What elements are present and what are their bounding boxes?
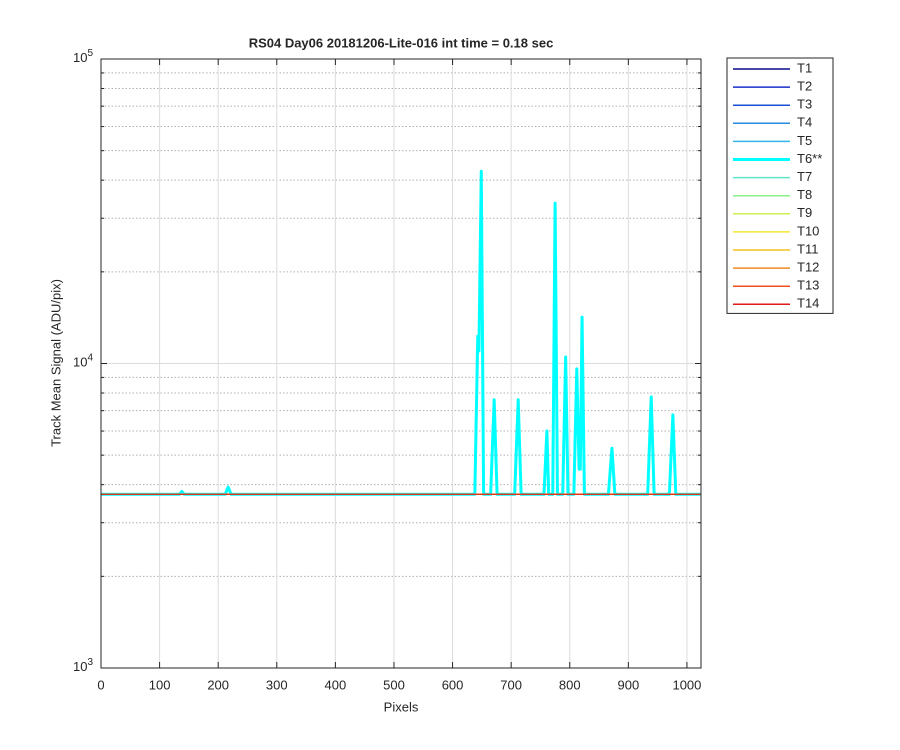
legend-label: T7 [797, 169, 812, 184]
y-tick-exponent: 3 [87, 657, 93, 668]
x-axis-label: Pixels [384, 699, 419, 714]
x-tick-label: 100 [149, 677, 171, 692]
legend-label: T11 [797, 241, 818, 256]
legend-box [726, 57, 834, 314]
x-tick-label: 200 [207, 677, 229, 692]
legend-label: T3 [797, 97, 812, 112]
chart-title: RS04 Day06 20181206-Lite-016 int time = … [249, 35, 554, 50]
x-tick-label: 800 [559, 677, 581, 692]
legend-label: T9 [797, 205, 812, 220]
legend-label: T6** [797, 151, 822, 166]
x-tick-label: 1000 [672, 677, 701, 692]
legend-label: T14 [797, 296, 819, 311]
legend-label: T1 [797, 60, 812, 75]
y-tick-label: 104 [73, 352, 93, 370]
x-tick-label: 600 [442, 677, 464, 692]
x-tick-label: 300 [266, 677, 288, 692]
x-tick-label: 700 [500, 677, 522, 692]
legend-label: T12 [797, 260, 819, 275]
y-tick-exponent: 4 [87, 352, 93, 363]
legend-label: T2 [797, 79, 812, 94]
legend-label: T4 [797, 115, 812, 130]
y-tick-base: 10 [73, 355, 87, 370]
legend-label: T10 [797, 223, 819, 238]
axes-frame [100, 58, 702, 669]
grid [100, 58, 701, 669]
y-tick-label: 103 [73, 657, 93, 675]
x-tick-label: 0 [97, 677, 104, 692]
x-tick-label: 900 [617, 677, 639, 692]
legend-label: T5 [797, 133, 812, 148]
legend-label: T13 [797, 278, 819, 293]
legend-label: T8 [797, 187, 812, 202]
x-tick-label: 400 [325, 677, 347, 692]
y-tick-exponent: 5 [87, 48, 93, 59]
y-tick-base: 10 [73, 659, 87, 674]
y-axis-label: Track Mean Signal (ADU/pix) [48, 279, 63, 447]
y-tick-base: 10 [73, 50, 87, 65]
x-tick-label: 500 [383, 677, 405, 692]
y-tick-label: 105 [73, 48, 93, 66]
